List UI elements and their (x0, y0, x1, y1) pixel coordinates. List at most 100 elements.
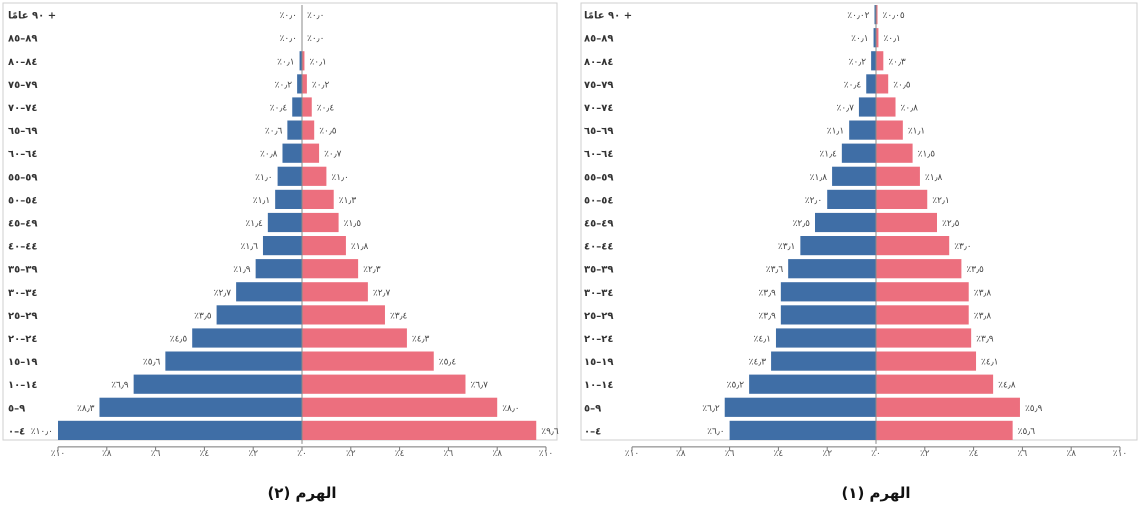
pyramid-1-female-value-label: ٪٠٫٠٥ (883, 11, 905, 21)
pyramid-1-age-label: ٨٩–٨٥ (584, 34, 613, 45)
pyramid-1-x-tick-label: ٪٠ (871, 449, 881, 459)
pyramid-1-male-bar (874, 5, 876, 25)
pyramid-1-age-label: ٥٤–٥٠ (584, 195, 613, 206)
pyramid-1-female-bar (876, 212, 937, 233)
pyramid-2-male-value-label: ٪٠٫٦ (265, 127, 283, 137)
pyramid-2-female-bar (302, 420, 537, 440)
pyramid-1-female-value-label: ٪١٫١ (908, 127, 925, 137)
pyramid-1-female-bar (876, 51, 884, 71)
pyramid-1-x-tick-label: ٪١٠ (1113, 449, 1128, 459)
pyramid-1-female-value-label: ٪٣٫٨ (974, 288, 992, 298)
pyramid-2-female-value-label: ٪٢٫٣ (363, 265, 381, 275)
pyramid-2-female-bar (302, 51, 305, 71)
pyramid-1-male-value-label: ٪٦٫٠ (707, 427, 724, 437)
pyramid-2-age-label: ٣٤–٣٠ (8, 288, 37, 299)
pyramid-2-female-bar (302, 282, 368, 302)
pyramid-2-female-value-label: ٪٠٫٠ (307, 34, 324, 44)
pyramid-2-male-bar (216, 305, 302, 325)
pyramid-1-age-label: ٥٩–٥٥ (584, 172, 613, 183)
pyramid-1-x-tick-label: ٪٦ (1018, 449, 1028, 459)
pyramid-2-age-label: ٢٩–٢٥ (8, 311, 37, 322)
pyramid-1-age-label: ٨٤–٨٠ (584, 57, 613, 68)
pyramid-1-female-value-label: ٪٠٫٣ (888, 57, 906, 67)
pyramid-2-chart: ٩٠ عامًا + ٪٠٫٠ ٪٠٫٠ ٨٩–٨٥ ٪٠٫٠ ٪٠٫٠ ٨٤–٨٠ ٪٠٫١… (8, 5, 559, 502)
pyramid-2-male-value-label: ٪٠٫٢ (275, 80, 293, 90)
pyramid-2-age-label: ٣٩–٣٥ (8, 265, 37, 276)
pyramid-1-age-label: ٩٠ عامًا + (584, 11, 632, 22)
pyramid-2-male-bar (292, 97, 302, 117)
pyramid-1-female-bar (876, 189, 928, 209)
pyramid-1-male-value-label: ٪٠٫٠٢ (847, 11, 869, 21)
pyramid-2-male-value-label: ٪٨٫٣ (77, 404, 95, 414)
pyramid-2-age-label: ٥٤–٥٠ (8, 195, 37, 206)
pyramid-1-male-bar (775, 328, 876, 348)
pyramid-1-male-bar (749, 374, 876, 394)
pyramid-2-female-value-label: ٪٠٫٤ (317, 104, 335, 114)
pyramid-1-male-value-label: ٪٢٫٥ (793, 219, 811, 229)
pyramid-1-age-label: ٤٩–٤٥ (584, 219, 613, 230)
pyramid-1-female-bar (876, 74, 889, 94)
pyramid-1-male-value-label: ٪١٫٨ (810, 173, 828, 183)
pyramid-2-male-value-label: ٪٤٫٥ (170, 335, 188, 345)
pyramid-1-female-value-label: ٪٣٫٠ (954, 242, 971, 252)
pyramid-2-female-bar (302, 374, 466, 394)
pyramid-2-x-tick-label: ٪٤ (395, 449, 405, 459)
pyramid-1-male-bar (780, 282, 876, 302)
pyramid-1-title: الهرم (١) (841, 484, 910, 502)
pyramid-1-x-tick-label: ٪٨ (676, 449, 686, 459)
pyramid-1-age-label: ٦٩–٦٥ (584, 126, 613, 137)
pyramid-1-male-bar (780, 305, 876, 325)
pyramid-1-male-bar (800, 236, 876, 256)
pyramid-2-male-value-label: ٪٦٫٩ (111, 381, 129, 391)
pyramid-1-female-bar (876, 351, 977, 371)
pyramid-1-female-bar (876, 97, 896, 117)
pyramid-1-female-value-label: ٪٥٫٩ (1025, 404, 1043, 414)
pyramid-2-male-bar (267, 212, 302, 233)
pyramid-1-age-label: ٦٤–٦٠ (584, 149, 613, 160)
pyramid-2-female-bar (302, 397, 498, 417)
pyramid-1-x-tick-label: ٪٤ (969, 449, 979, 459)
pyramid-2-male-value-label: ٪٣٫٥ (194, 311, 212, 321)
pyramid-2-age-label: ٩–٥ (8, 403, 25, 414)
pyramid-2-female-bar (302, 351, 434, 371)
pyramid-2-female-value-label: ٪٩٫٦ (541, 427, 559, 437)
pyramid-2-male-value-label: ٪٠٫٠ (280, 34, 297, 44)
pyramid-1-age-label: ٣٩–٣٥ (584, 265, 613, 276)
pyramid-2-female-value-label: ٪٥٫٤ (439, 358, 457, 368)
pyramid-2-x-tick-label: ٪١٠ (51, 449, 66, 459)
pyramid-2-age-label: ٤٩–٤٥ (8, 219, 37, 230)
pyramid-2-female-value-label: ٪٢٫٧ (373, 288, 391, 298)
pyramid-1-female-bar (876, 420, 1013, 440)
pyramid-2-x-tick-label: ٪٦ (444, 449, 454, 459)
pyramid-2-male-bar (192, 328, 302, 348)
pyramid-2-x-tick-label: ٪٢ (346, 449, 356, 459)
pyramid-1-female-value-label: ٪١٫٥ (918, 150, 936, 160)
pyramid-1-male-value-label: ٪٤٫٣ (749, 358, 767, 368)
pyramid-1-age-label: ٤–٠ (584, 426, 601, 437)
pyramid-2-age-label: ٤٤–٤٠ (8, 242, 37, 253)
pyramid-2-female-value-label: ٪٠٫٥ (319, 127, 337, 137)
pyramid-2-age-label: ٩٠ عامًا + (8, 11, 56, 22)
pyramid-1-male-value-label: ٪٣٫٩ (758, 311, 776, 321)
pyramid-1-chart: ٩٠ عامًا + ٪٠٫٠٢ ٪٠٫٠٥ ٨٩–٨٥ ٪٠٫١ ٪٠٫١ ٨٤–٨٠ ٪٠… (584, 5, 1127, 502)
pyramid-2-male-value-label: ٪٠٫٠ (280, 11, 297, 21)
pyramid-2-male-bar (236, 282, 302, 302)
pyramid-2-title: الهرم (٢) (267, 484, 336, 502)
pyramid-2-male-value-label: ٪٠٫٤ (270, 104, 288, 114)
pyramid-2-x-tick-label: ٪٠ (297, 449, 307, 459)
pyramid-2-male-value-label: ٪١٫١ (253, 196, 270, 206)
pyramid-1-female-value-label: ٪١٫٨ (925, 173, 943, 183)
pyramid-2-female-value-label: ٪٠٫٧ (324, 150, 342, 160)
pyramid-1-age-label: ٩–٥ (584, 403, 601, 414)
pyramid-1-female-bar (876, 374, 994, 394)
pyramid-1-male-value-label: ٪٣٫٦ (766, 265, 784, 275)
pyramid-2-female-bar (302, 189, 334, 209)
pyramid-1-male-bar (849, 120, 876, 140)
pyramid-2-female-value-label: ٪٠٫٢ (312, 80, 330, 90)
pyramid-2-male-bar (275, 189, 302, 209)
pyramid-2-age-label: ٦٩–٦٥ (8, 126, 37, 137)
pyramid-1-female-value-label: ٪٠٫٨ (901, 104, 919, 114)
pyramid-2-female-value-label: ٪٦٫٧ (470, 381, 488, 391)
pyramid-1-x-tick-label: ٪٦ (725, 449, 735, 459)
pyramid-2-female-bar (302, 212, 339, 233)
